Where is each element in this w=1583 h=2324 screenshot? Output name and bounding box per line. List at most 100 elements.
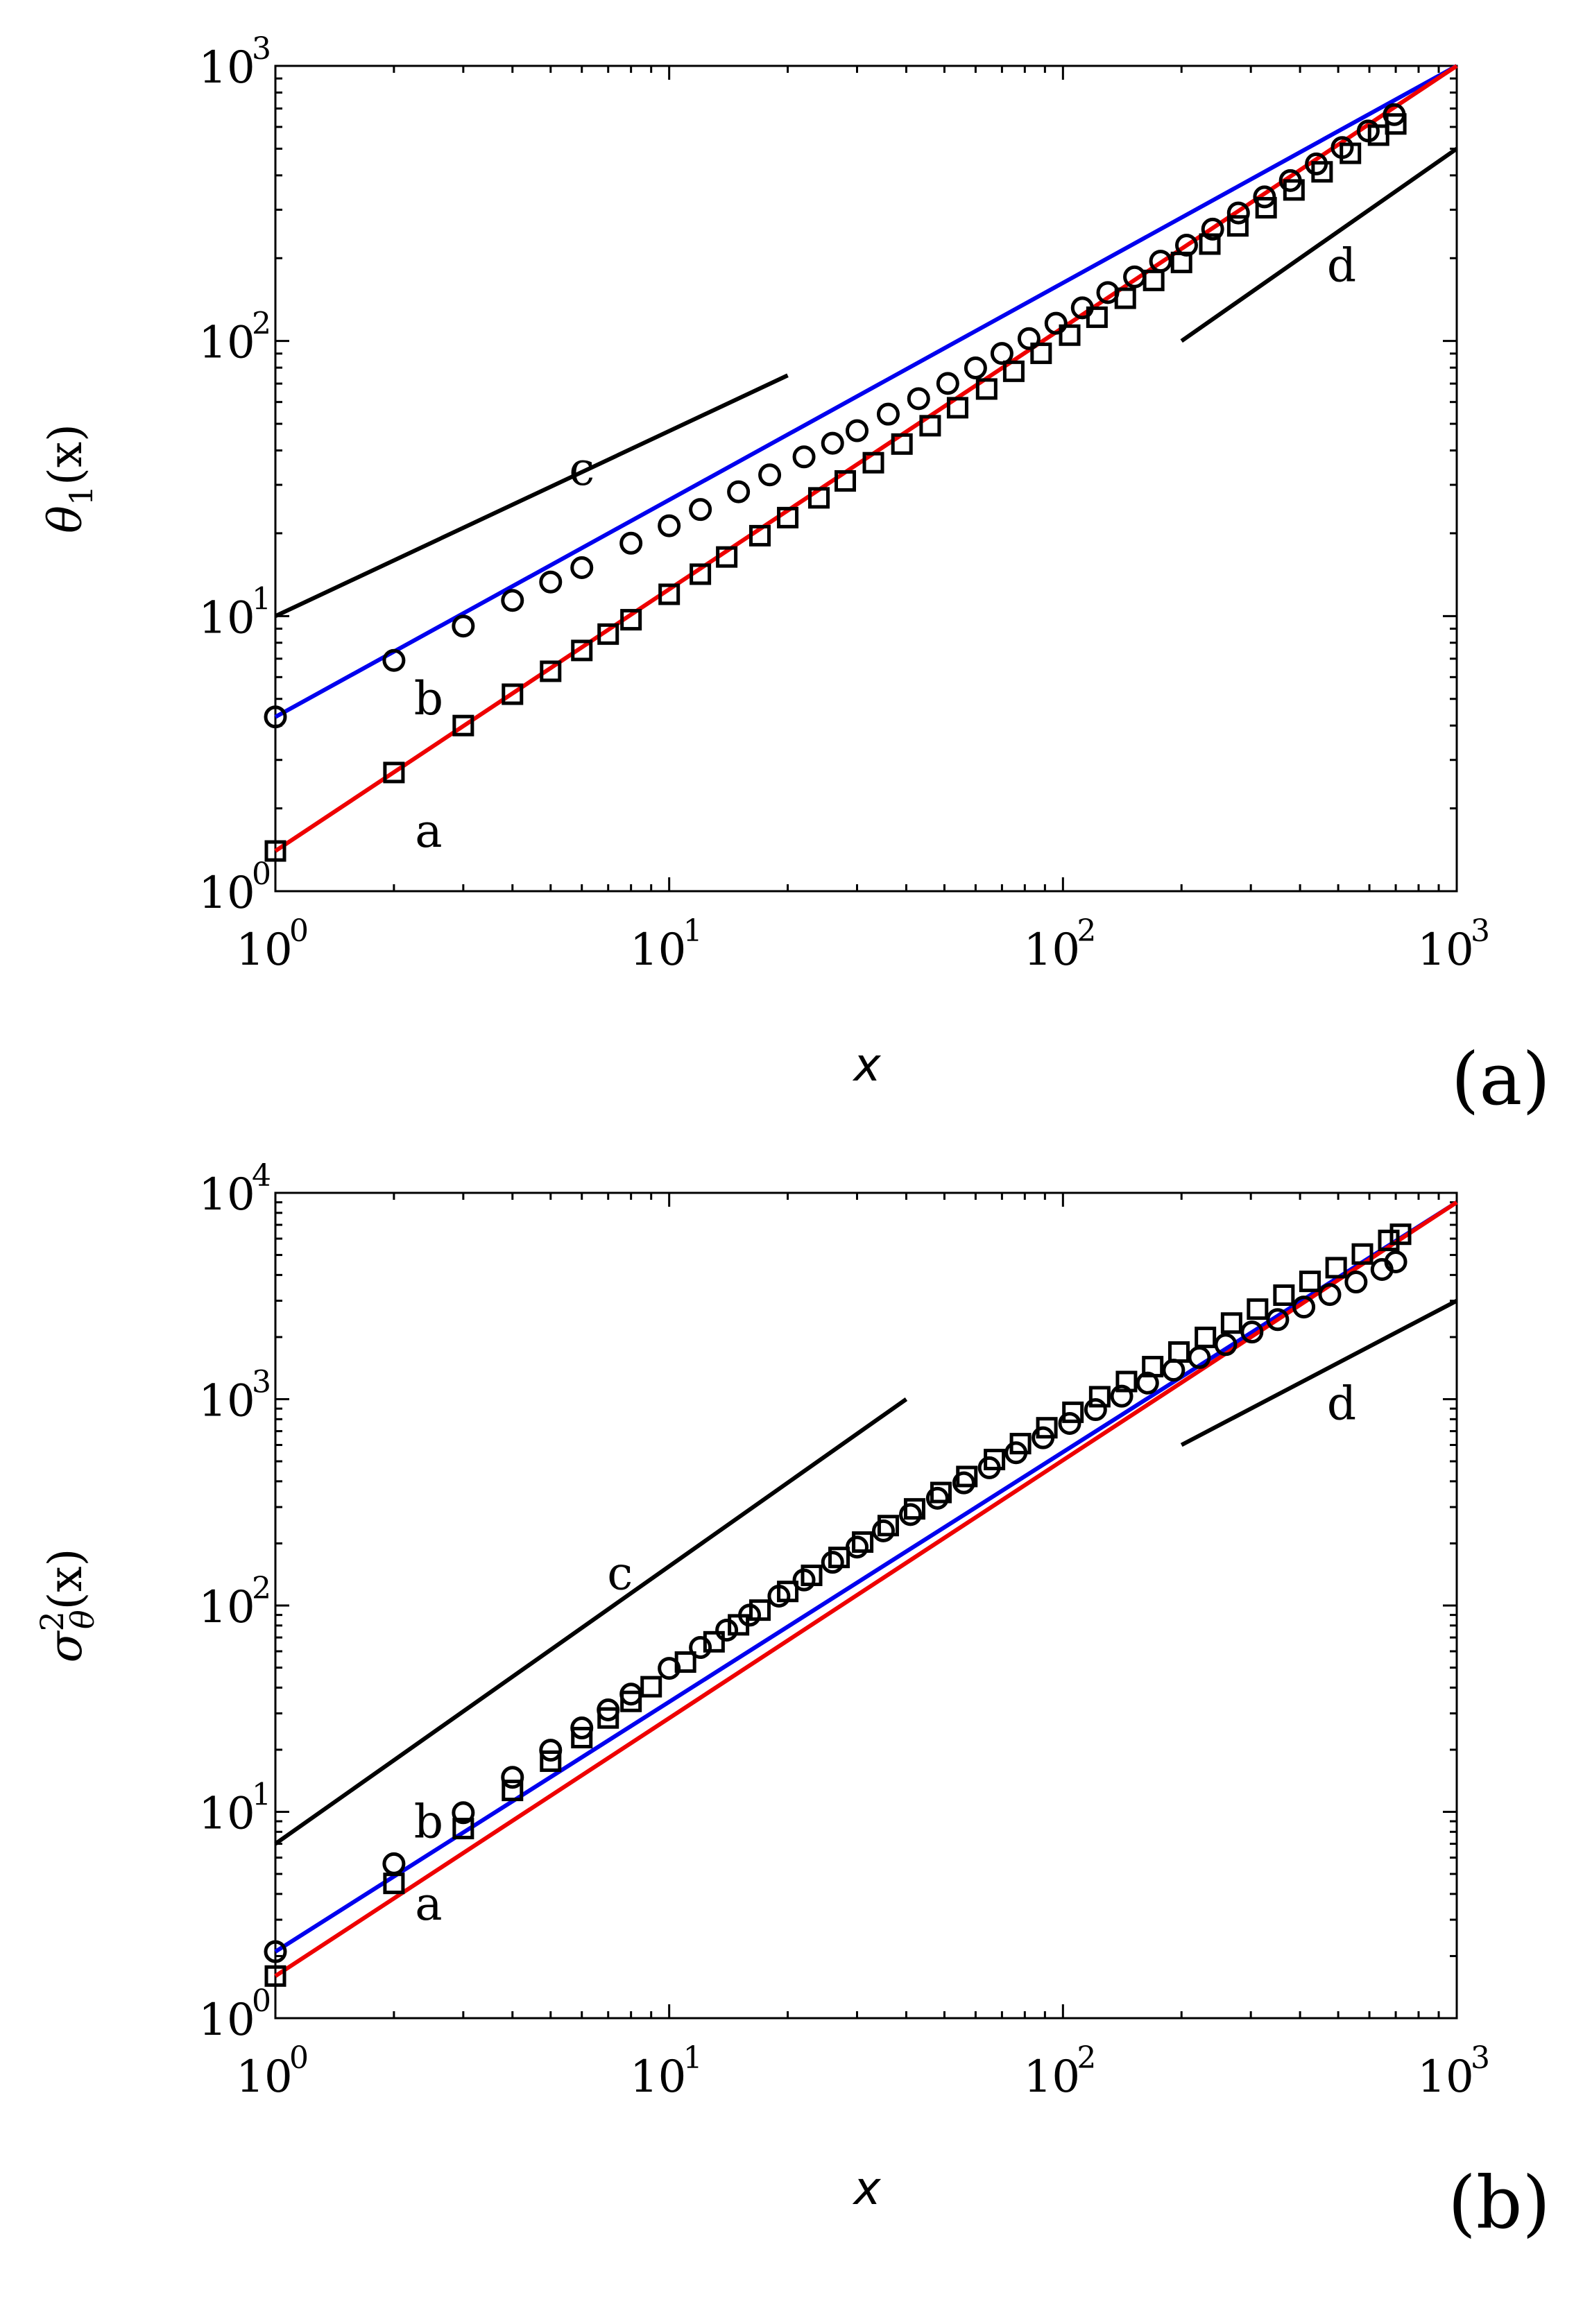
marker-a-square <box>852 1531 874 1553</box>
marker-b-circle <box>1032 1426 1055 1449</box>
marker-a-square <box>1062 1401 1084 1423</box>
marker-b-circle <box>1044 311 1068 335</box>
marker-b-circle <box>452 614 475 638</box>
marker-a-square <box>452 1818 474 1840</box>
x-tick-label: 10 <box>236 2051 292 2103</box>
x-tick-label-exponent: 1 <box>683 913 703 949</box>
x-tick-label-exponent: 3 <box>1471 2040 1490 2076</box>
marker-a-square <box>1030 342 1052 364</box>
marker-b-circle <box>1292 1296 1316 1319</box>
marker-a-square <box>1389 1223 1412 1246</box>
marker-b-circle <box>1175 234 1199 257</box>
x-tick-label-exponent: 0 <box>289 913 309 949</box>
ticks-a <box>274 64 1458 893</box>
reference-line-d <box>1180 1298 1458 1447</box>
marker-a-square <box>1059 324 1081 346</box>
marker-a-square <box>1226 215 1249 237</box>
marker-b-circle <box>767 1585 791 1608</box>
y-tick-label: 10 <box>198 42 255 94</box>
marker-a-square <box>383 761 405 784</box>
marker-a-square <box>620 1690 642 1712</box>
marker-a-square <box>930 1481 952 1504</box>
marker-a-square <box>571 1726 593 1748</box>
y-tick-label: 10 <box>198 1169 255 1221</box>
y-tick-label: 10 <box>198 318 255 369</box>
annotation-c: c <box>607 1547 633 1600</box>
marker-a-square <box>1220 1312 1242 1334</box>
marker-b-circle <box>382 1852 406 1875</box>
marker-a-square <box>597 623 619 645</box>
marker-b-circle <box>1356 119 1380 143</box>
x-tick-label-exponent: 2 <box>1077 2040 1096 2076</box>
marker-a-square <box>502 683 524 705</box>
x-tick-label: 10 <box>1024 924 1080 976</box>
marker-b-circle <box>907 387 930 411</box>
marker-a-square <box>1199 233 1221 255</box>
y-tick-label-exponent: 3 <box>252 1365 271 1400</box>
marker-a-square <box>540 1750 562 1772</box>
y-tick-label-exponent: 2 <box>252 307 271 342</box>
x-tick-label: 10 <box>1024 2051 1080 2103</box>
annotation-a: a <box>415 1877 442 1931</box>
marker-a-square <box>1088 1386 1111 1408</box>
y-axis-label-b: σ2θ(x) <box>33 1549 101 1663</box>
annotation-c: c <box>569 442 594 496</box>
series-line-b <box>274 64 1458 719</box>
x-tick-label: 10 <box>630 2051 686 2103</box>
annotations-b: c d ba <box>414 1377 1356 1931</box>
marker-b-circle <box>1162 1359 1186 1382</box>
annotation-d: d <box>1327 1377 1356 1430</box>
marker-b-circle <box>1123 265 1147 289</box>
marker-b-circle <box>792 1568 816 1592</box>
marker-b-circle <box>758 463 782 487</box>
marker-a-square <box>946 397 968 419</box>
y-tick-label-exponent: 2 <box>252 1571 271 1606</box>
marker-b-circle <box>1096 281 1120 304</box>
marker-b-circle <box>1383 103 1406 126</box>
marker-b-circle <box>1084 1398 1107 1422</box>
marker-b-circle <box>715 1618 739 1642</box>
marker-b-circle <box>964 356 987 380</box>
x-tick-label: 10 <box>1417 2051 1473 2103</box>
x-tick-label-exponent: 1 <box>683 2040 703 2076</box>
marker-a-square <box>835 470 857 492</box>
marker-a-square <box>862 451 884 474</box>
panel-label-a: (a) <box>1451 1037 1550 1121</box>
marker-a-square <box>919 415 941 437</box>
marker-b-circle <box>952 1471 975 1495</box>
marker-b-circle <box>570 556 594 579</box>
marker-a-square <box>1351 1243 1374 1265</box>
marker-b-circle <box>1188 1345 1211 1369</box>
marker-a-square <box>452 714 474 737</box>
marker-b-circle <box>1318 1283 1342 1307</box>
plot-frame-a <box>274 64 1458 893</box>
annotation-d: d <box>1327 239 1356 292</box>
y-tick-label: 10 <box>198 1376 255 1427</box>
marker-b-circle <box>264 1940 287 1963</box>
y-tick-label: 10 <box>198 1789 255 1840</box>
marker-b-circle <box>872 1519 896 1542</box>
marker-b-circle <box>925 1486 949 1510</box>
y-axis-label-a: θ1(x) <box>39 424 100 533</box>
marker-a-square <box>1299 1271 1321 1293</box>
y-tick-label: 10 <box>198 592 255 644</box>
marker-b-circle <box>619 531 643 555</box>
marker-a-square <box>264 1965 286 1987</box>
marker-b-circle <box>936 372 959 395</box>
marker-b-circle <box>727 480 751 503</box>
marker-b-circle <box>597 1698 620 1721</box>
x-axis-label-a: x <box>852 1038 881 1092</box>
marker-a-square <box>716 546 738 568</box>
y-label-main-a: θ <box>39 506 92 533</box>
marker-a-square <box>620 609 642 631</box>
y-tick-label: 10 <box>198 1582 255 1633</box>
reference-line-c <box>274 373 789 619</box>
marker-a-square <box>540 660 562 682</box>
marker-a-square <box>877 1515 899 1537</box>
marker-a-square <box>1195 1326 1217 1348</box>
marker-b-circle <box>1214 1333 1238 1357</box>
